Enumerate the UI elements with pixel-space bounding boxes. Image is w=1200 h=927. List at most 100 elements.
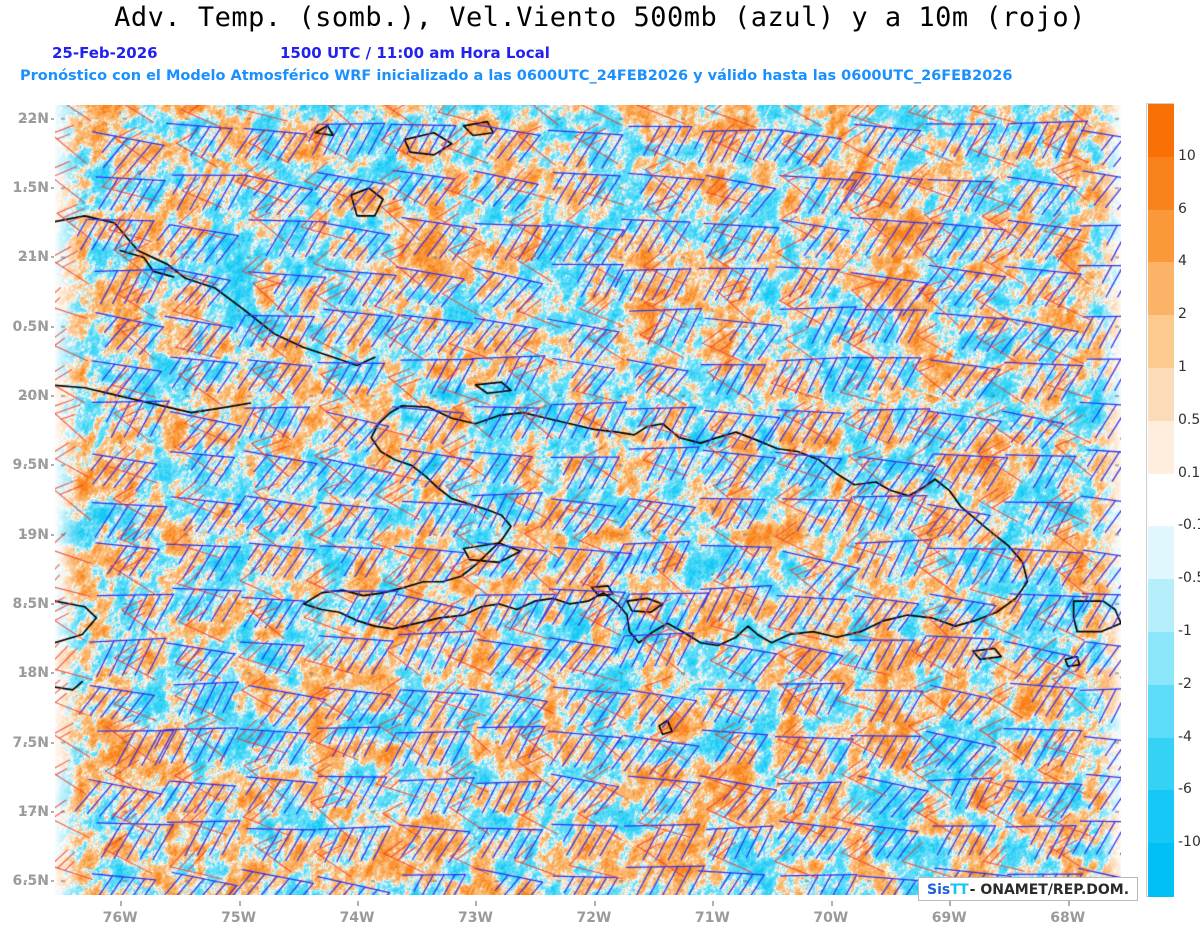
longitude-tick-label: 70W: [813, 910, 849, 926]
latitude-tick-mark: [24, 741, 27, 744]
latitude-tick-mark: [24, 256, 27, 259]
colorbar-tick-label: -0.1: [1178, 517, 1200, 534]
longitude-tick-label: 68W: [1050, 910, 1086, 926]
latitude-tick-mark: [51, 464, 54, 467]
agency-text: - ONAMET/REP.DOM.: [969, 881, 1130, 898]
tt-logo-text: TT: [950, 881, 968, 898]
longitude-tick-mark: [712, 901, 715, 906]
latitude-tick-mark: [42, 741, 45, 744]
colorbar-tick-label: -1: [1178, 623, 1192, 639]
latitude-tick-mark: [24, 880, 27, 883]
latitude-tick-mark: [33, 464, 36, 467]
attribution-badge: Sis TT - ONAMET/REP.DOM.: [918, 877, 1139, 901]
colorbar-tick-label: -4: [1178, 728, 1192, 745]
longitude-tick-mark: [357, 901, 360, 906]
latitude-tick-mark: [42, 325, 45, 328]
latitude-tick-mark: [51, 117, 54, 120]
latitude-tick-label: 9.5N: [12, 457, 49, 474]
colorbar-band: [1148, 156, 1174, 211]
temperature-advection-map: [55, 105, 1121, 895]
longitude-tick-mark: [238, 901, 241, 906]
latitude-tick-mark: [24, 810, 27, 813]
colorbar: 10 6 4 2 1 0.5 0.1 -0.1 -0.5 -1 -2 -4 -6 -10: [1146, 103, 1200, 897]
colorbar-band: [1148, 420, 1174, 475]
colorbar-tick-label: 4: [1178, 253, 1187, 270]
longitude-tick-label: 69W: [931, 910, 967, 926]
longitude-tick-label: 76W: [102, 910, 138, 926]
colorbar-tick-label: 2: [1178, 306, 1187, 323]
latitude-tick-mark: [51, 533, 54, 536]
latitude-tick-mark: [24, 117, 27, 120]
colorbar-band: [1148, 473, 1174, 527]
latitude-tick-mark: [33, 602, 36, 605]
longitude-tick-mark: [830, 901, 833, 906]
latitude-tick-label: 6.5N: [12, 873, 49, 890]
colorbar-tick-label: -10: [1178, 834, 1200, 851]
map-plot-area[interactable]: [55, 105, 1121, 895]
colorbar-band: [1148, 790, 1174, 844]
latitude-tick-mark: [42, 256, 45, 259]
latitude-tick-mark: [42, 117, 45, 120]
latitude-tick-mark: [24, 325, 27, 328]
longitude-tick-label: 73W: [458, 910, 493, 926]
latitude-tick-mark: [24, 533, 27, 536]
colorbar-band: [1148, 579, 1174, 633]
colorbar-band: [1148, 104, 1174, 158]
latitude-tick-mark: [51, 187, 54, 190]
latitude-tick-mark: [51, 256, 54, 259]
latitude-tick-mark: [42, 464, 45, 467]
colorbar-band: [1148, 315, 1174, 369]
colorbar-band: [1148, 632, 1174, 686]
latitude-tick-mark: [33, 117, 36, 120]
forecast-date: 25-Feb-2026: [52, 44, 158, 62]
latitude-tick-mark: [42, 187, 45, 190]
longitude-tick-mark: [593, 901, 596, 906]
forecast-time: 1500 UTC / 11:00 am Hora Local: [280, 44, 550, 62]
latitude-tick-mark: [51, 325, 54, 328]
latitude-tick-mark: [24, 187, 27, 190]
longitude-tick-label: 75W: [221, 910, 257, 926]
latitude-tick-mark: [42, 810, 45, 813]
colorbar-tick-label: -2: [1178, 675, 1192, 692]
longitude-tick-mark: [1067, 901, 1070, 906]
latitude-tick-mark: [51, 810, 54, 813]
latitude-tick-mark: [33, 741, 36, 744]
longitude-tick-label: 72W: [576, 910, 612, 926]
latitude-tick-mark: [33, 325, 36, 328]
colorbar-band: [1148, 737, 1174, 791]
latitude-tick-mark: [24, 602, 27, 605]
chart-header: Adv. Temp. (somb.), Vel.Viento 500mb (az…: [0, 0, 1200, 96]
latitude-tick-mark: [42, 395, 45, 398]
colorbar-gradient: [1146, 103, 1174, 897]
latitude-tick-mark: [24, 464, 27, 467]
latitude-tick-mark: [51, 395, 54, 398]
longitude-tick-label: 71W: [694, 910, 730, 926]
latitude-tick-mark: [42, 880, 45, 883]
colorbar-tick-label: 0.5: [1178, 411, 1200, 428]
latitude-tick-mark: [33, 672, 36, 675]
colorbar-tick-label: 0.1: [1178, 464, 1200, 481]
latitude-tick-mark: [24, 395, 27, 398]
colorbar-tick-label: 1: [1178, 359, 1187, 375]
latitude-tick-mark: [51, 602, 54, 605]
sis-logo-text: Sis: [927, 881, 951, 898]
colorbar-tick-label: 10: [1178, 147, 1196, 164]
latitude-tick-mark: [51, 880, 54, 883]
colorbar-band: [1148, 684, 1174, 739]
longitude-tick-mark: [475, 901, 478, 906]
latitude-tick-mark: [33, 810, 36, 813]
latitude-tick-label: 7.5N: [12, 734, 49, 751]
latitude-tick-mark: [42, 533, 45, 536]
latitude-tick-mark: [51, 672, 54, 675]
colorbar-band: [1148, 262, 1174, 316]
latitude-tick-mark: [24, 672, 27, 675]
latitude-tick-mark: [42, 602, 45, 605]
latitude-tick-label: 1.5N: [12, 180, 49, 197]
latitude-tick-mark: [33, 256, 36, 259]
colorbar-tick-label: -0.5: [1178, 570, 1200, 587]
latitude-tick-mark: [51, 741, 54, 744]
model-description: Pronóstico con el Modelo Atmosférico WRF…: [20, 68, 1013, 84]
latitude-tick-mark: [33, 187, 36, 190]
colorbar-band: [1148, 526, 1174, 580]
colorbar-band: [1148, 209, 1174, 263]
